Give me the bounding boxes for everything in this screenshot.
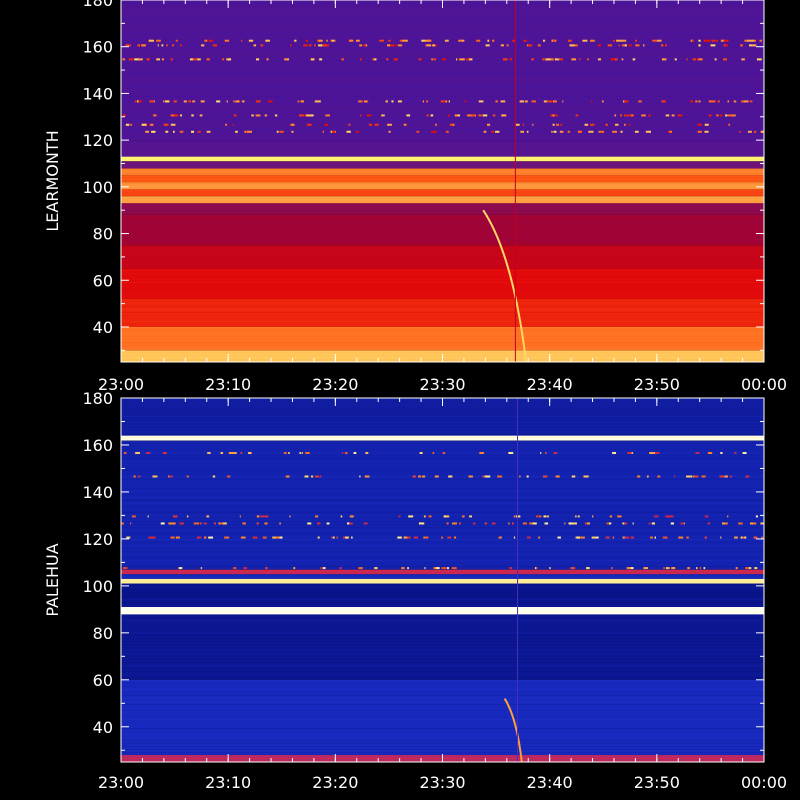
intensity-band <box>121 440 764 570</box>
intensity-band <box>121 156 764 162</box>
x-tick-label: 23:40 <box>527 773 573 792</box>
intensity-band <box>121 435 764 441</box>
x-tick-label: 23:30 <box>419 375 465 394</box>
intensity-band <box>121 574 764 579</box>
intensity-band <box>121 614 764 680</box>
intensity-band <box>121 203 764 215</box>
x-tick-label: 23:40 <box>527 375 573 394</box>
y-tick-label: 80 <box>93 225 113 244</box>
background-texture <box>121 0 764 361</box>
intensity-band <box>121 182 764 190</box>
spectrogram-panel-learmonth: 40 60 80 100 120 140 160 180 23:00 23:10 23:20 23:3… <box>43 0 787 394</box>
x-tick-label: 23:20 <box>312 773 358 792</box>
x-tick-label: 23:50 <box>634 773 680 792</box>
intensity-band <box>121 569 764 575</box>
x-tick-label: 00:00 <box>741 375 787 394</box>
intensity-band <box>121 607 764 615</box>
y-tick-label: 140 <box>82 483 113 502</box>
y-axis-label: PALEHUA <box>43 543 62 616</box>
x-tick-label: 23:00 <box>98 773 144 792</box>
x-tick-label: 23:30 <box>419 773 465 792</box>
radio-burst <box>503 698 523 762</box>
x-tick-label: 23:10 <box>205 773 251 792</box>
y-tick-label: 100 <box>82 178 113 197</box>
y-tick-label: 60 <box>93 271 113 290</box>
y-tick-label: 160 <box>82 436 113 455</box>
y-tick-label: 120 <box>82 131 113 150</box>
plot-area <box>121 398 764 762</box>
intensity-band <box>121 298 764 327</box>
y-tick-label: 180 <box>82 0 113 10</box>
interference-speckles <box>122 39 764 133</box>
intensity-band <box>121 583 764 608</box>
y-tick-label: 160 <box>82 38 113 57</box>
y-tick-label: 100 <box>82 577 113 596</box>
intensity-band <box>121 0 764 141</box>
intensity-band <box>121 245 764 269</box>
intensity-band <box>121 175 764 183</box>
y-axis-label: LEARMONTH <box>43 130 62 231</box>
y-tick-label: 180 <box>82 389 113 408</box>
x-tick-label: 23:10 <box>205 375 251 394</box>
intensity-band <box>121 214 764 246</box>
y-tick-label: 40 <box>93 318 113 337</box>
intensity-band <box>121 196 764 204</box>
y-tick-label: 60 <box>93 671 113 690</box>
x-tick-label: 23:20 <box>312 375 358 394</box>
x-tick-label: 00:00 <box>741 773 787 792</box>
intensity-band <box>121 189 764 197</box>
spectrogram-panel-palehua: 40 60 80 100 120 140 160 180 23:00 23:10 23:20 23:3… <box>43 389 787 792</box>
y-tick-label: 120 <box>82 530 113 549</box>
radio-burst <box>482 209 528 362</box>
y-tick-label: 40 <box>93 718 113 737</box>
intensity-band <box>121 268 764 299</box>
intensity-band <box>121 161 764 169</box>
plot-area <box>121 0 764 362</box>
intensity-band <box>121 679 764 755</box>
intensity-band <box>121 140 764 157</box>
intensity-band <box>121 168 764 176</box>
interference-speckles <box>121 452 764 570</box>
y-tick-label: 80 <box>93 624 113 643</box>
x-tick-label: 23:50 <box>634 375 680 394</box>
intensity-band <box>121 326 764 351</box>
background-texture <box>121 398 764 762</box>
x-tick-label: 23:00 <box>98 375 144 394</box>
intensity-band <box>121 578 764 584</box>
y-tick-label: 140 <box>82 84 113 103</box>
